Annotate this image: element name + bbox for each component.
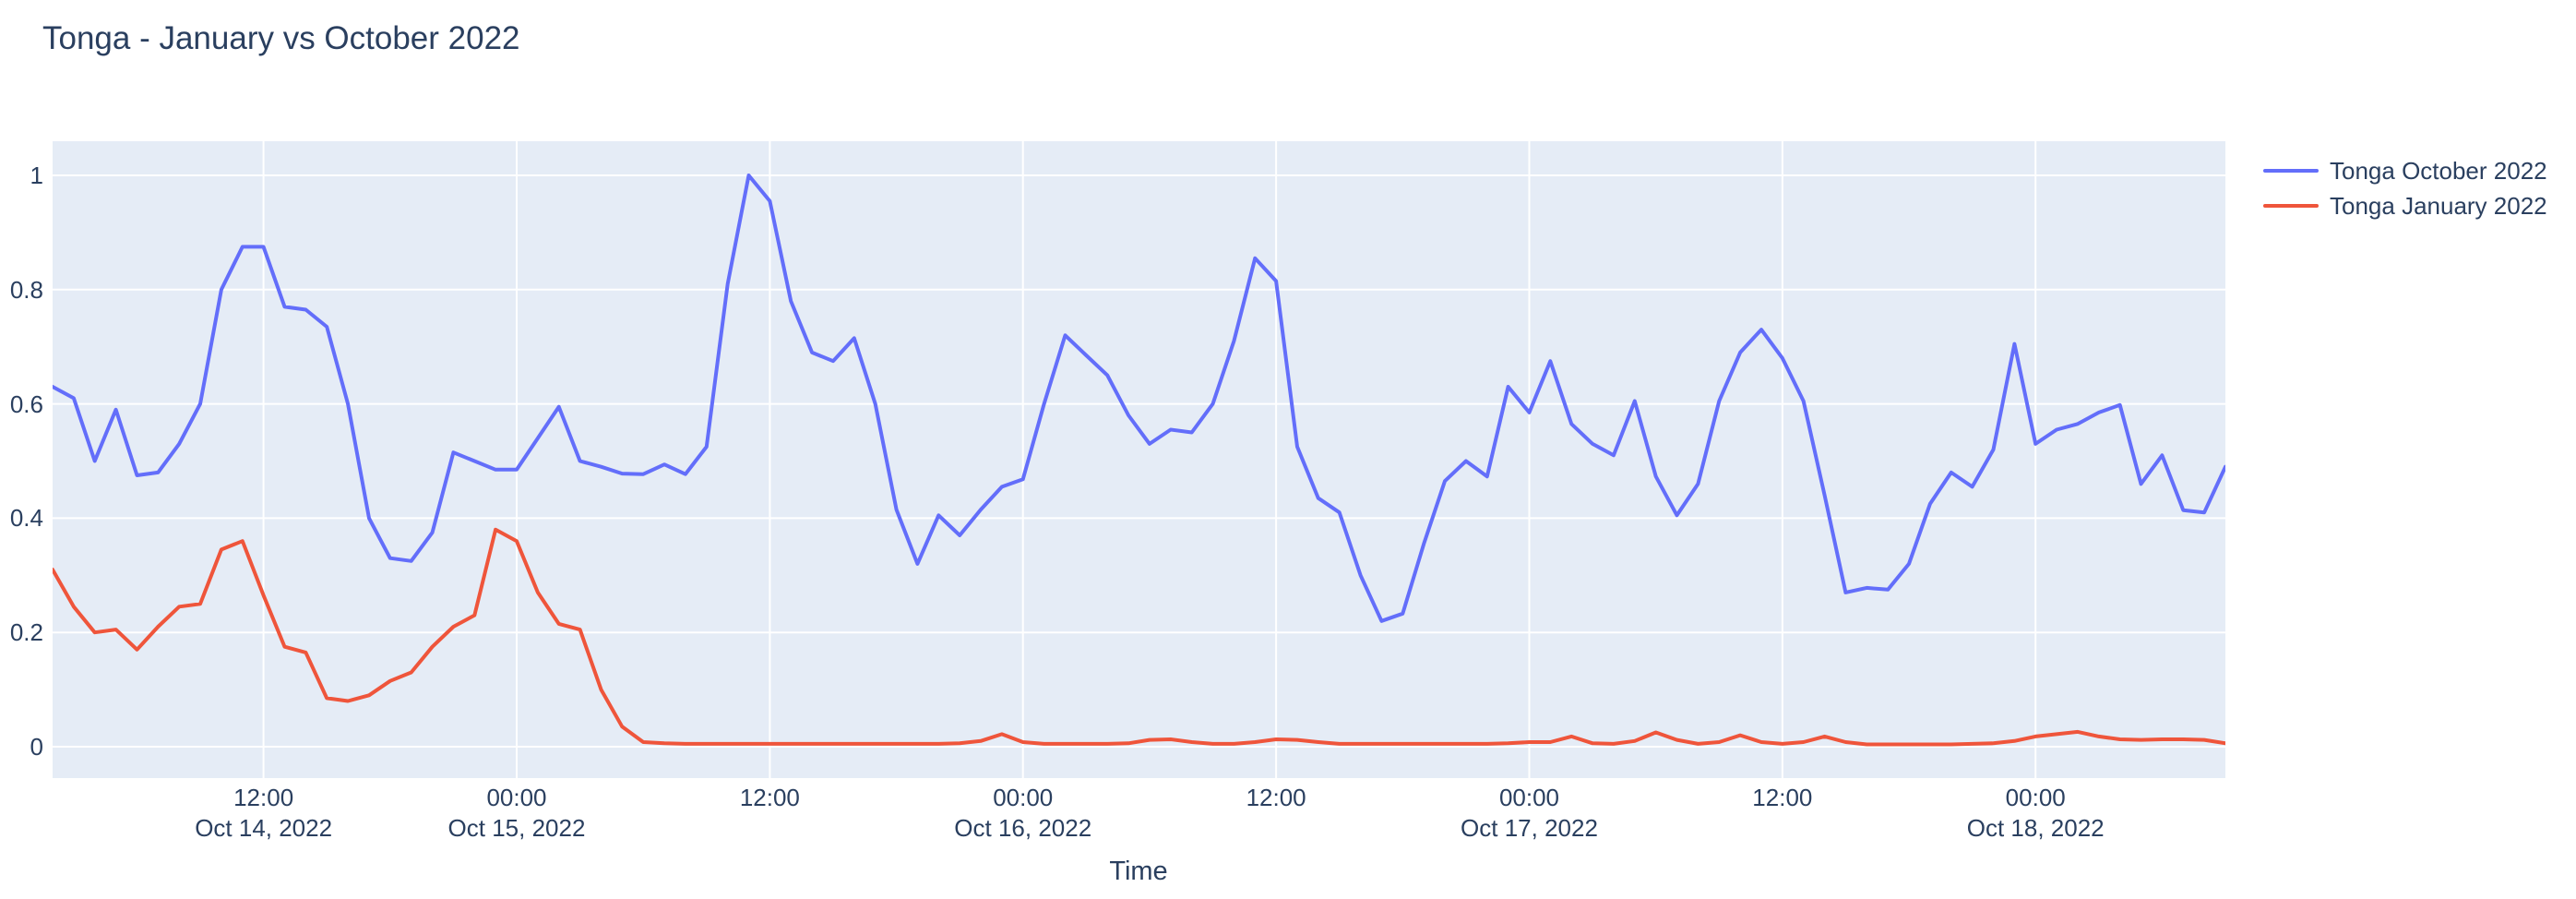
x-tick-label: 12:00 — [1672, 785, 1893, 810]
x-tick-label: 00:00 Oct 16, 2022 — [912, 785, 1134, 841]
gridlines — [53, 141, 2225, 778]
x-axis-title: Time — [1109, 857, 1168, 886]
legend-item-tonga-january-2022[interactable]: Tonga January 2022 — [2263, 188, 2547, 223]
x-tick-time: 12:00 — [233, 784, 294, 811]
plot-area[interactable] — [53, 141, 2225, 778]
x-tick-time: 00:00 — [1498, 784, 1560, 811]
y-tick-label: 0.4 — [9, 504, 43, 533]
x-tick-date: Oct 16, 2022 — [954, 814, 1092, 842]
legend: Tonga October 2022 Tonga January 2022 — [2263, 153, 2547, 223]
x-tick-time: 12:00 — [739, 784, 800, 811]
x-tick-label: 00:00 Oct 17, 2022 — [1418, 785, 1640, 841]
y-tick-label: 0.6 — [9, 390, 43, 418]
x-tick-time: 00:00 — [486, 784, 547, 811]
x-tick-time: 12:00 — [1246, 784, 1306, 811]
x-tick-date: Oct 17, 2022 — [1461, 814, 1598, 842]
x-tick-time: 00:00 — [993, 784, 1054, 811]
x-tick-label: 12:00 — [659, 785, 880, 810]
x-tick-time: 00:00 — [2005, 784, 2066, 811]
y-tick-label: 0.2 — [9, 618, 43, 647]
x-tick-date: Oct 15, 2022 — [447, 814, 586, 842]
legend-line-swatch — [2263, 204, 2319, 208]
y-tick-label: 0 — [30, 733, 43, 761]
legend-item-tonga-october-2022[interactable]: Tonga October 2022 — [2263, 153, 2547, 188]
chart-title: Tonga - January vs October 2022 — [42, 20, 520, 56]
line-tonga-october-2022 — [53, 174, 2225, 623]
legend-label: Tonga January 2022 — [2330, 191, 2547, 220]
x-tick-label: 00:00 Oct 15, 2022 — [406, 785, 627, 841]
x-tick-date: Oct 18, 2022 — [1966, 814, 2105, 842]
x-tick-date: Oct 14, 2022 — [195, 814, 333, 842]
x-tick-label: 12:00 Oct 14, 2022 — [153, 785, 375, 841]
line-tonga-january-2022 — [53, 527, 2225, 747]
legend-line-swatch — [2263, 169, 2319, 173]
x-tick-label: 00:00 Oct 18, 2022 — [1925, 785, 2146, 841]
y-tick-label: 0.8 — [9, 275, 43, 304]
y-tick-label: 1 — [30, 162, 43, 189]
x-tick-label: 12:00 — [1165, 785, 1387, 810]
x-tick-time: 12:00 — [1752, 784, 1813, 811]
legend-label: Tonga October 2022 — [2330, 156, 2547, 185]
plot-svg — [53, 141, 2225, 778]
